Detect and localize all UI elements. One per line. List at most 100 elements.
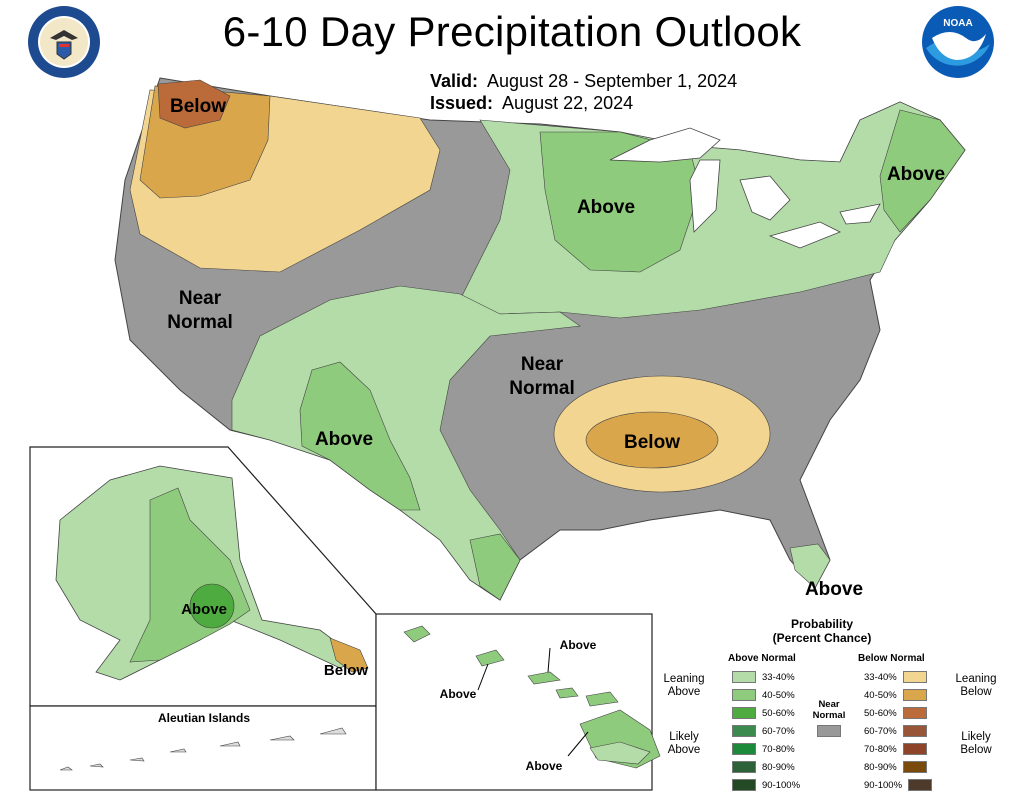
label-aleutian-islands: Aleutian Islands bbox=[158, 711, 250, 725]
label-below-northwest: Below bbox=[170, 96, 226, 117]
legend-above-swatch bbox=[732, 779, 756, 792]
legend-below-range: 33-40% bbox=[864, 672, 897, 683]
legend-below-range: 70-80% bbox=[864, 744, 897, 755]
label-below-tennessee: Below bbox=[624, 432, 680, 453]
label-hawaii-above-2: Above bbox=[560, 638, 597, 652]
hawaii-pointer-1 bbox=[477, 663, 489, 691]
legend-below-swatch bbox=[902, 689, 927, 702]
legend-below-swatch bbox=[902, 671, 927, 684]
legend-likely-above-line2: Above bbox=[667, 744, 701, 756]
valid-label: Valid: bbox=[430, 71, 479, 91]
legend-above-swatch bbox=[732, 707, 756, 720]
legend-title: Probability (Percent Chance) bbox=[722, 617, 922, 645]
legend-above-swatch bbox=[732, 725, 756, 738]
label-above-alaska: Above bbox=[181, 601, 227, 618]
legend-above-swatch bbox=[732, 743, 756, 756]
aleutian-inset-frame bbox=[29, 705, 377, 791]
label-above-florida: Above bbox=[805, 579, 863, 600]
legend-leaning-below-line2: Below bbox=[960, 686, 992, 698]
aleutian-islands-shape bbox=[59, 727, 347, 771]
legend-below-range: 80-90% bbox=[864, 762, 897, 773]
legend-below-swatch bbox=[908, 779, 933, 792]
legend-near-swatch bbox=[817, 725, 841, 737]
legend-likely-below-line2: Below bbox=[960, 744, 992, 756]
legend-above-range: 90-100% bbox=[762, 780, 801, 791]
issued-value: August 22, 2024 bbox=[502, 93, 634, 113]
legend-title-line1: Probability bbox=[790, 617, 853, 631]
legend-below-row: 33-40% bbox=[864, 671, 927, 684]
legend-likely-below: Likely Below bbox=[946, 731, 1006, 757]
valid-value: August 28 - September 1, 2024 bbox=[487, 71, 738, 91]
legend-near-normal: Near Normal bbox=[802, 699, 856, 737]
legend-below-header: Below Normal bbox=[858, 653, 925, 664]
legend-above-row: 40-50% bbox=[732, 689, 795, 702]
legend-near-line1: Near bbox=[818, 699, 840, 710]
legend-below-row: 50-60% bbox=[864, 707, 927, 720]
above-texas-gulf bbox=[469, 533, 521, 601]
hawaii-pointer-2 bbox=[547, 647, 551, 673]
legend-below-row: 60-70% bbox=[864, 725, 927, 738]
legend-above-swatch bbox=[732, 671, 756, 684]
legend-above-swatch bbox=[732, 689, 756, 702]
legend-likely-below-line1: Likely bbox=[961, 731, 991, 743]
legend-above-range: 60-70% bbox=[762, 726, 795, 737]
legend-above-row: 33-40% bbox=[732, 671, 795, 684]
below-tennessee-40 bbox=[585, 411, 719, 469]
label-above-southwest: Above bbox=[315, 429, 373, 450]
commerce-seal-icon bbox=[28, 6, 100, 78]
noaa-logo-text: NOAA bbox=[943, 18, 972, 29]
legend-likely-above-line1: Likely bbox=[669, 731, 699, 743]
probability-legend: Probability (Percent Chance) Above Norma… bbox=[652, 615, 1022, 792]
label-above-midwest: Above bbox=[577, 197, 635, 218]
legend-above-header: Above Normal bbox=[728, 653, 796, 664]
legend-below-row: 90-100% bbox=[864, 779, 933, 792]
valid-dates: Valid: August 28 - September 1, 2024 Iss… bbox=[430, 70, 737, 114]
legend-above-row: 60-70% bbox=[732, 725, 795, 738]
legend-leaning-above-line2: Above bbox=[667, 686, 701, 698]
legend-above-range: 70-80% bbox=[762, 744, 795, 755]
alaska-below-panhandle bbox=[329, 637, 369, 673]
legend-below-swatch bbox=[902, 725, 927, 738]
legend-below-swatch bbox=[902, 743, 927, 756]
legend-below-range: 50-60% bbox=[864, 708, 897, 719]
label-near-normal-south-2: Normal bbox=[509, 378, 574, 399]
legend-above-range: 33-40% bbox=[762, 672, 795, 683]
label-above-northeast: Above bbox=[887, 164, 945, 185]
legend-likely-above: Likely Above bbox=[654, 731, 714, 757]
noaa-logo-icon: NOAA bbox=[922, 6, 994, 78]
legend-above-row: 50-60% bbox=[732, 707, 795, 720]
legend-above-row: 90-100% bbox=[732, 779, 800, 792]
legend-below-row: 70-80% bbox=[864, 743, 927, 756]
legend-above-row: 80-90% bbox=[732, 761, 795, 774]
legend-above-range: 80-90% bbox=[762, 762, 795, 773]
legend-below-row: 80-90% bbox=[864, 761, 927, 774]
legend-title-line2: (Percent Chance) bbox=[772, 631, 872, 645]
legend-below-range: 90-100% bbox=[864, 780, 903, 791]
legend-leaning-above: Leaning Above bbox=[654, 673, 714, 699]
legend-leaning-below: Leaning Below bbox=[946, 673, 1006, 699]
label-hawaii-above-3: Above bbox=[526, 759, 563, 773]
label-near-normal-west-1: Near bbox=[179, 288, 222, 309]
below-northwest-50 bbox=[157, 79, 231, 129]
legend-above-range: 40-50% bbox=[762, 690, 795, 701]
legend-above-range: 50-60% bbox=[762, 708, 795, 719]
alaska-above-50 bbox=[189, 583, 235, 629]
hawaii-big-island-light bbox=[589, 741, 651, 765]
legend-below-row: 40-50% bbox=[864, 689, 927, 702]
legend-below-range: 60-70% bbox=[864, 726, 897, 737]
hawaii-islands bbox=[403, 625, 661, 769]
map-title: 6-10 Day Precipitation Outlook bbox=[222, 8, 802, 55]
legend-above-row: 70-80% bbox=[732, 743, 795, 756]
great-lakes bbox=[609, 127, 881, 249]
legend-above-swatch bbox=[732, 761, 756, 774]
legend-leaning-above-line1: Leaning bbox=[663, 673, 705, 685]
label-hawaii-above-1: Above bbox=[440, 687, 477, 701]
label-near-normal-south-1: Near bbox=[521, 354, 564, 375]
issued-label: Issued: bbox=[430, 93, 494, 113]
above-new-england-40 bbox=[879, 109, 966, 233]
legend-near-line2: Normal bbox=[812, 710, 846, 721]
above-florida bbox=[789, 543, 831, 589]
legend-below-swatch bbox=[902, 761, 927, 774]
legend-below-swatch bbox=[902, 707, 927, 720]
